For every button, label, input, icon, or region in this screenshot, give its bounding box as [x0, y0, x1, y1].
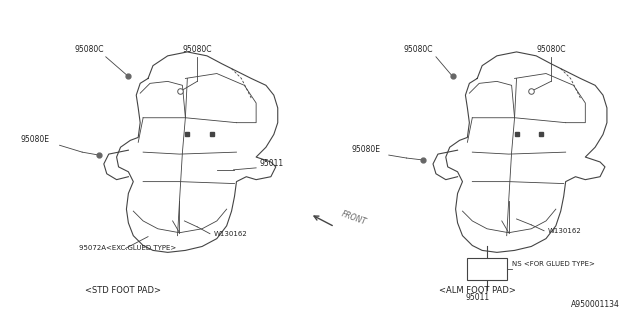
Text: 95011: 95011 [465, 292, 490, 301]
Text: <STD FOOT PAD>: <STD FOOT PAD> [86, 286, 161, 295]
Text: 95080C: 95080C [74, 45, 104, 54]
Text: 95080C: 95080C [182, 45, 212, 54]
Text: 95072A<EXC.GLUED TYPE>: 95072A<EXC.GLUED TYPE> [79, 245, 177, 252]
Text: 95080C: 95080C [403, 45, 433, 54]
Text: 95080C: 95080C [536, 45, 566, 54]
Text: 95080E: 95080E [20, 135, 49, 144]
Text: NS <FOR GLUED TYPE>: NS <FOR GLUED TYPE> [511, 261, 595, 267]
Text: 95080E: 95080E [351, 145, 380, 154]
Text: 95011: 95011 [259, 159, 284, 168]
Bar [467, 258, 507, 280]
Text: A950001134: A950001134 [571, 300, 620, 309]
Text: W130162: W130162 [548, 228, 582, 234]
Text: FRONT: FRONT [340, 210, 367, 227]
Text: <ALM FOOT PAD>: <ALM FOOT PAD> [439, 286, 516, 295]
Text: W130162: W130162 [214, 231, 248, 237]
